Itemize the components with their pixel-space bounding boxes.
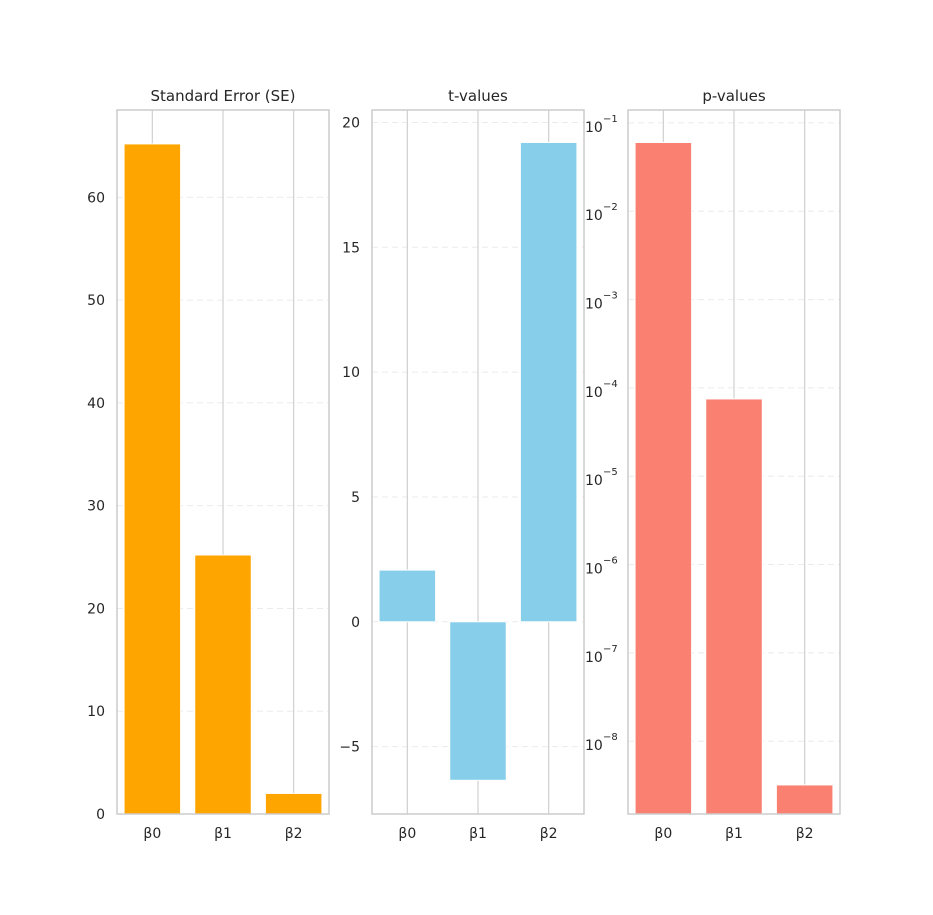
bar-β2	[519, 141, 578, 623]
y-tick-label: 40	[87, 396, 105, 412]
y-tick-exponent: −8	[603, 732, 618, 743]
y-tick-exponent: −7	[603, 644, 618, 655]
y-tick-exponent: −3	[603, 291, 618, 302]
chart-panel-2: t-values β0 β1 β2 −5 0 5 10 15 20	[339, 87, 585, 842]
y-tick-label: 10	[585, 473, 603, 489]
bar-β0	[123, 143, 182, 815]
plot-frame	[627, 109, 841, 815]
y-tick-label: 10	[585, 650, 603, 666]
y-tick-label: 60	[87, 190, 105, 206]
y-tick-exponent: −6	[603, 556, 618, 567]
y-tick-label: 10	[87, 704, 105, 720]
bar-β0	[378, 569, 437, 623]
chart-panel-1: Standard Error (SE) β0 β1 β2 0 10 20 30 40 50 60	[87, 87, 330, 842]
y-tick-label: 15	[342, 240, 360, 256]
y-tick-label: −5	[339, 740, 360, 756]
y-tick-label: 50	[87, 293, 105, 309]
y-tick-label: 10	[585, 562, 603, 578]
chart-title: Standard Error (SE)	[150, 87, 295, 105]
y-tick-label: 10	[585, 208, 603, 224]
y-tick-label: 30	[87, 499, 105, 515]
x-tick-label: β2	[540, 826, 558, 842]
y-tick-label: 0	[96, 807, 105, 823]
y-tick-exponent: −1	[603, 114, 618, 125]
chart-title: p-values	[702, 87, 766, 105]
y-tick-label: 10	[342, 365, 360, 381]
x-tick-label: β0	[398, 826, 416, 842]
y-tick-label: 20	[87, 601, 105, 617]
x-tick-label: β1	[214, 826, 232, 842]
x-tick-label: β2	[285, 826, 303, 842]
y-tick-label: 0	[351, 615, 360, 631]
plot-frame	[371, 109, 585, 815]
bar-β1	[194, 554, 252, 815]
x-tick-label: β0	[654, 826, 672, 842]
x-tick-label: β1	[469, 826, 487, 842]
plot-frame	[116, 109, 330, 815]
y-tick-exponent: −2	[603, 202, 618, 213]
y-tick-label: 10	[585, 738, 603, 754]
y-tick-label: 5	[351, 490, 360, 506]
bar-β2	[775, 784, 834, 815]
bar-β0	[634, 142, 693, 815]
bar-β1	[449, 621, 507, 781]
bar-β1	[705, 398, 763, 815]
y-tick-exponent: −5	[603, 467, 618, 478]
y-tick-label: 10	[585, 297, 603, 313]
y-tick-label: 20	[342, 115, 360, 131]
bar-β2	[264, 792, 323, 815]
chart-title: t-values	[448, 87, 508, 105]
y-tick-label: 10	[585, 385, 603, 401]
x-tick-label: β0	[143, 826, 161, 842]
y-tick-exponent: −4	[603, 379, 618, 390]
y-tick-label: 10	[585, 120, 603, 136]
x-tick-label: β2	[796, 826, 814, 842]
x-tick-label: β1	[725, 826, 743, 842]
